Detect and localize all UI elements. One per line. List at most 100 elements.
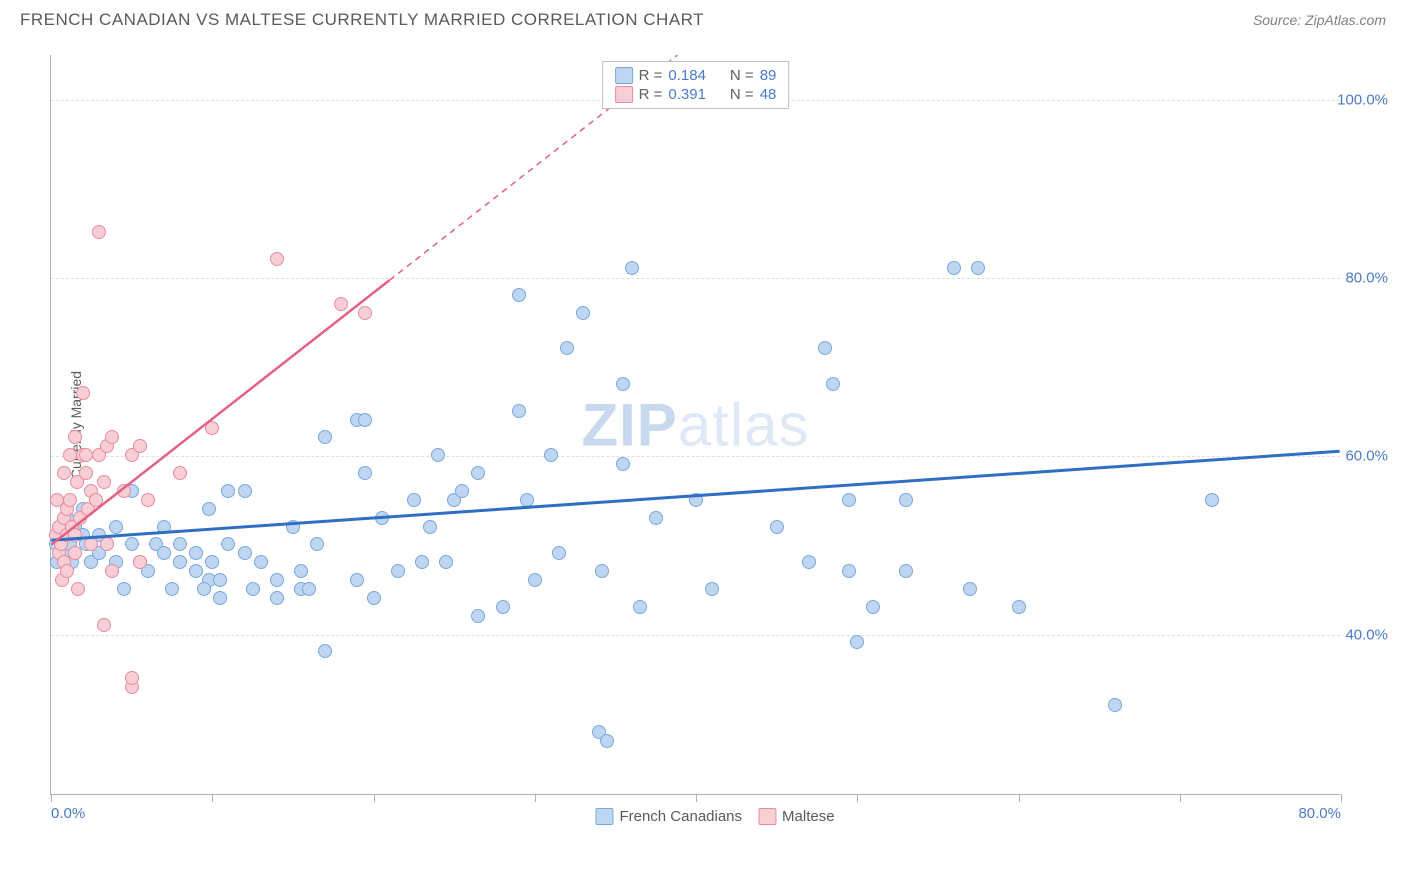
- plot-area: ZIPatlas R = 0.184 N = 89 R = 0.391 N = …: [50, 55, 1340, 795]
- data-point: [92, 225, 106, 239]
- data-point: [60, 564, 74, 578]
- data-point: [496, 600, 510, 614]
- data-point: [238, 484, 252, 498]
- data-point: [89, 493, 103, 507]
- data-point: [544, 448, 558, 462]
- data-point: [818, 341, 832, 355]
- data-point: [842, 564, 856, 578]
- data-point: [109, 520, 123, 534]
- data-point: [71, 582, 85, 596]
- n-value: 48: [760, 86, 777, 103]
- data-point: [213, 591, 227, 605]
- data-point: [616, 457, 630, 471]
- y-tick-label: 100.0%: [1337, 91, 1388, 108]
- data-point: [68, 528, 82, 542]
- data-point: [375, 511, 389, 525]
- data-point: [238, 546, 252, 560]
- data-point: [84, 537, 98, 551]
- y-tick-label: 80.0%: [1345, 269, 1388, 286]
- data-point: [254, 555, 268, 569]
- data-point: [552, 546, 566, 560]
- data-point: [705, 582, 719, 596]
- data-point: [205, 555, 219, 569]
- data-point: [133, 439, 147, 453]
- grid-line: [51, 278, 1340, 279]
- data-point: [947, 261, 961, 275]
- data-point: [117, 484, 131, 498]
- chart-header: FRENCH CANADIAN VS MALTESE CURRENTLY MAR…: [0, 0, 1406, 38]
- data-point: [358, 466, 372, 480]
- stats-row: R = 0.184 N = 89: [615, 66, 777, 85]
- data-point: [963, 582, 977, 596]
- data-point: [512, 288, 526, 302]
- r-label: R =: [639, 86, 663, 103]
- data-point: [391, 564, 405, 578]
- data-point: [117, 582, 131, 596]
- stats-row: R = 0.391 N = 48: [615, 85, 777, 104]
- data-point: [246, 582, 260, 596]
- legend-label: Maltese: [782, 808, 835, 825]
- data-point: [125, 671, 139, 685]
- watermark: ZIPatlas: [581, 390, 809, 459]
- data-point: [318, 430, 332, 444]
- x-tick: [212, 794, 213, 802]
- data-point: [576, 306, 590, 320]
- data-point: [57, 466, 71, 480]
- data-point: [826, 377, 840, 391]
- data-point: [1012, 600, 1026, 614]
- legend-swatch: [758, 808, 776, 825]
- data-point: [334, 297, 348, 311]
- data-point: [157, 546, 171, 560]
- source-citation: Source: ZipAtlas.com: [1253, 12, 1386, 28]
- r-value: 0.391: [668, 86, 706, 103]
- chart-legend: French Canadians Maltese: [595, 808, 834, 825]
- legend-item: Maltese: [758, 808, 835, 825]
- data-point: [205, 421, 219, 435]
- data-point: [173, 555, 187, 569]
- data-point: [407, 493, 421, 507]
- data-point: [141, 493, 155, 507]
- data-point: [431, 448, 445, 462]
- data-point: [197, 582, 211, 596]
- x-tick-label: 0.0%: [51, 805, 85, 822]
- legend-label: French Canadians: [619, 808, 742, 825]
- correlation-chart: Currently Married ZIPatlas R = 0.184 N =…: [50, 55, 1380, 795]
- data-point: [213, 573, 227, 587]
- data-point: [286, 520, 300, 534]
- series-swatch: [615, 67, 633, 84]
- data-point: [350, 573, 364, 587]
- data-point: [221, 537, 235, 551]
- x-tick: [857, 794, 858, 802]
- grid-line: [51, 456, 1340, 457]
- data-point: [100, 537, 114, 551]
- data-point: [358, 306, 372, 320]
- data-point: [165, 582, 179, 596]
- data-point: [97, 618, 111, 632]
- data-point: [689, 493, 703, 507]
- data-point: [157, 520, 171, 534]
- r-label: R =: [639, 67, 663, 84]
- n-label: N =: [730, 67, 754, 84]
- data-point: [79, 466, 93, 480]
- data-point: [189, 564, 203, 578]
- data-point: [97, 475, 111, 489]
- data-point: [173, 537, 187, 551]
- y-tick-label: 60.0%: [1345, 448, 1388, 465]
- legend-swatch: [595, 808, 613, 825]
- data-point: [802, 555, 816, 569]
- data-point: [221, 484, 235, 498]
- data-point: [367, 591, 381, 605]
- data-point: [270, 591, 284, 605]
- data-point: [105, 430, 119, 444]
- data-point: [415, 555, 429, 569]
- data-point: [1205, 493, 1219, 507]
- data-point: [173, 466, 187, 480]
- data-point: [633, 600, 647, 614]
- x-tick: [535, 794, 536, 802]
- data-point: [79, 448, 93, 462]
- n-value: 89: [760, 67, 777, 84]
- data-point: [528, 573, 542, 587]
- data-point: [423, 520, 437, 534]
- data-point: [512, 404, 526, 418]
- data-point: [358, 413, 372, 427]
